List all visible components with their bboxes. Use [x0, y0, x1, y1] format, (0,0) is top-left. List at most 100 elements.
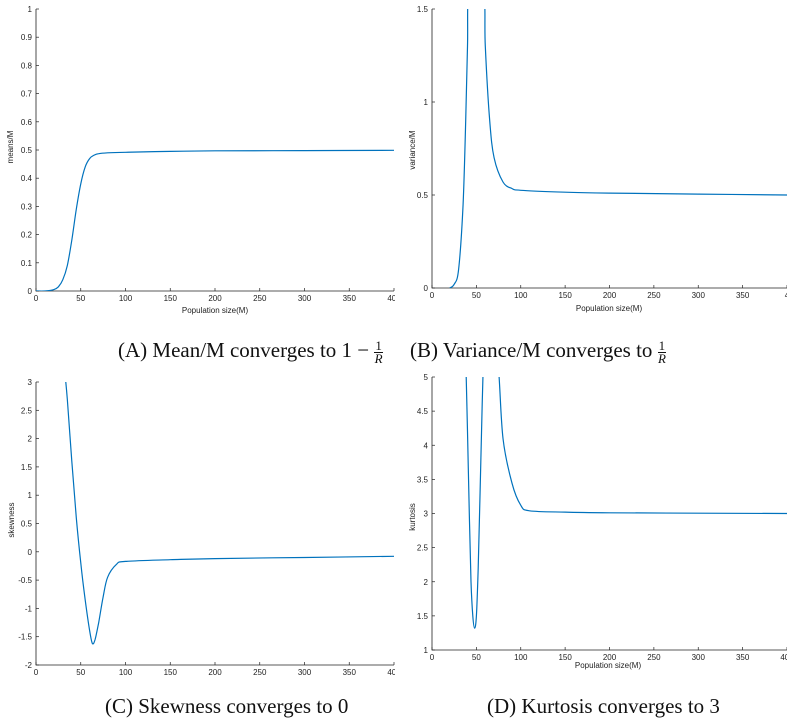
x-tick-label: 4 [785, 291, 787, 300]
y-tick-label: 0.6 [21, 118, 33, 127]
y-tick-label: -1.5 [18, 633, 32, 642]
y-tick-label: 0.9 [21, 33, 33, 42]
x-tick-label: 200 [603, 653, 617, 662]
plot-skewness: skewness 0 50 100 150 200 250 300 350 400 -2 -1.5 -… [7, 378, 395, 675]
fraction-denominator: R [374, 350, 383, 366]
y-tick-label: 3.5 [417, 475, 429, 484]
y-tick-label: 0.5 [21, 520, 33, 529]
y-tick-label: 0.1 [21, 259, 33, 268]
caption-fraction: 1 R [657, 337, 667, 366]
x-tick-label: 250 [253, 668, 267, 675]
x-tick-label: 250 [253, 294, 267, 303]
x-axis-label: Population size(M) [575, 661, 642, 670]
x-tick-label: 350 [736, 653, 750, 662]
x-tick-label: 300 [298, 668, 312, 675]
series-line [36, 149, 394, 291]
y-tick-label: 5 [424, 373, 429, 382]
x-tick-label: 100 [119, 294, 133, 303]
panel-letter: (A) [118, 338, 148, 362]
y-tick-label: 0.5 [417, 191, 429, 200]
x-tick-label: 50 [76, 294, 85, 303]
series-line [65, 382, 394, 645]
y-tick-label: -0.5 [18, 576, 32, 585]
x-tick-label: 150 [164, 294, 178, 303]
caption-skewness: (C) Skewness converges to 0 [105, 694, 348, 719]
y-axis-label: means/M [6, 130, 15, 163]
x-tick-label: 400 [387, 294, 395, 303]
plot-mean: means/M Population size(M) 0 50 100 150 200 2… [6, 5, 395, 315]
x-tick-label: 400 [780, 653, 787, 662]
fraction-numerator: 1 [374, 337, 383, 353]
x-tick-label: 150 [164, 668, 178, 675]
x-tick-label: 0 [34, 668, 39, 675]
y-tick-label: -1 [25, 604, 33, 613]
x-tick-label: 350 [343, 294, 357, 303]
y-tick-label: 2.5 [417, 544, 429, 553]
y-tick-label: 4.5 [417, 407, 429, 416]
y-tick-label: 1.5 [417, 5, 429, 14]
y-tick-label: 0.3 [21, 202, 33, 211]
x-tick-label: 350 [343, 668, 357, 675]
x-tick-label: 50 [472, 291, 481, 300]
y-tick-label: 2 [28, 435, 33, 444]
y-axis-label: skewness [7, 502, 16, 537]
y-tick-label: 3 [28, 378, 33, 387]
y-tick-label: 1.5 [21, 463, 33, 472]
panel-letter: (B) [410, 338, 438, 362]
x-tick-label: 300 [692, 653, 706, 662]
x-tick-label: 50 [472, 653, 481, 662]
x-tick-label: 300 [692, 291, 706, 300]
x-tick-label: 200 [208, 668, 222, 675]
caption-text: Skewness converges to 0 [138, 694, 349, 718]
y-tick-label: 0.7 [21, 90, 33, 99]
y-axis-label: kurtosis [408, 503, 417, 531]
x-tick-label: 200 [603, 291, 617, 300]
y-tick-label: 1 [424, 646, 429, 655]
x-tick-label: 200 [208, 294, 222, 303]
y-tick-label: 0.8 [21, 61, 33, 70]
caption-text: Kurtosis converges to 3 [521, 694, 720, 718]
y-tick-label: 1 [424, 98, 429, 107]
x-tick-label: 50 [76, 668, 85, 675]
panel-letter: (C) [105, 694, 133, 718]
y-axis-label: variance/M [408, 130, 417, 169]
y-tick-label: 4 [424, 441, 429, 450]
caption-text: Variance/M converges to [442, 338, 653, 362]
series-line [465, 377, 787, 629]
caption-kurtosis: (D) Kurtosis converges to 3 [487, 694, 720, 719]
y-tick-label: 1 [28, 491, 33, 500]
y-tick-label: 0.5 [21, 146, 33, 155]
axes-frame [35, 382, 394, 666]
fraction-numerator: 1 [657, 337, 667, 353]
x-tick-label: 250 [647, 291, 661, 300]
caption-variance: (B) Variance/M converges to 1 R [410, 337, 667, 366]
y-tick-label: 0 [424, 284, 429, 293]
panel-letter: (D) [487, 694, 517, 718]
caption-text: Mean/M converges to 1 − [152, 338, 370, 362]
caption-fraction: 1 R [374, 337, 383, 366]
plot-variance: variance/M Population size(M) 0 50 100 150 2… [408, 5, 787, 313]
y-tick-label: 1 [28, 5, 33, 14]
fraction-denominator: R [657, 350, 666, 366]
y-tick-label: 0 [28, 287, 33, 296]
series-line [449, 9, 787, 288]
y-tick-label: 1.5 [417, 612, 429, 621]
x-tick-label: 0 [34, 294, 39, 303]
x-tick-label: 100 [119, 668, 133, 675]
y-tick-label: 0.2 [21, 231, 33, 240]
x-tick-label: 100 [514, 291, 528, 300]
y-tick-label: -2 [25, 661, 33, 670]
x-tick-label: 150 [558, 653, 572, 662]
plot-kurtosis: kurtosis Population size(M) 0 50 100 150 200… [408, 373, 787, 670]
x-tick-label: 250 [647, 653, 661, 662]
y-tick-label: 0.4 [21, 174, 33, 183]
x-tick-label: 400 [387, 668, 395, 675]
x-axis-label: Population size(M) [182, 306, 249, 315]
x-tick-label: 0 [430, 653, 435, 662]
x-tick-label: 150 [558, 291, 572, 300]
x-axis-label: Population size(M) [576, 304, 643, 313]
y-tick-label: 3 [424, 510, 429, 519]
y-tick-label: 0 [28, 548, 33, 557]
caption-mean: (A) Mean/M converges to 1 − 1 R [118, 338, 383, 365]
y-tick-label: 2 [424, 578, 429, 587]
